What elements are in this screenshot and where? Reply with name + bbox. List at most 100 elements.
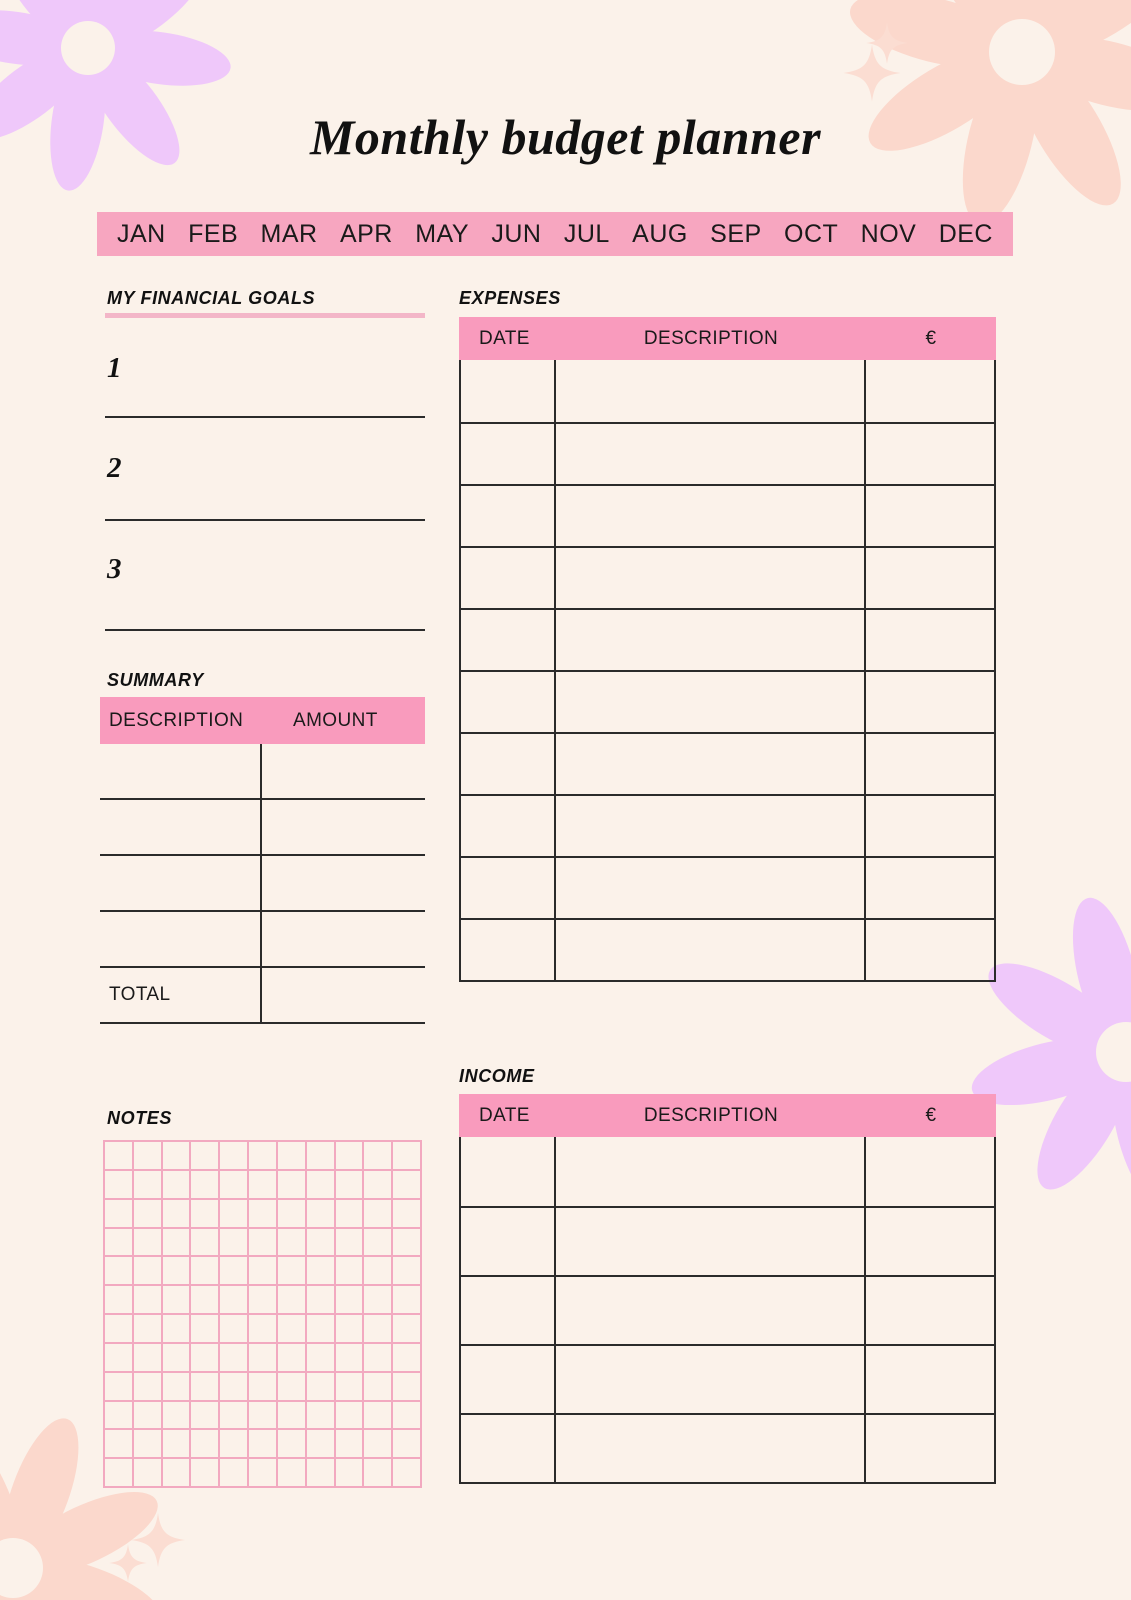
expenses-cell-amt[interactable] xyxy=(866,360,994,422)
notes-grid-cell[interactable] xyxy=(306,1199,336,1229)
expenses-row[interactable] xyxy=(461,608,994,670)
notes-grid-cell[interactable] xyxy=(105,1257,134,1287)
month-selector-bar[interactable]: JAN FEB MAR APR MAY JUN JUL AUG SEP OCT NOV DEC xyxy=(97,212,1013,256)
notes-grid-cell[interactable] xyxy=(277,1170,307,1200)
expenses-cell-amt[interactable] xyxy=(866,734,994,794)
notes-grid-cell[interactable] xyxy=(133,1315,163,1344)
notes-grid-cell[interactable] xyxy=(277,1459,307,1488)
notes-grid-cell[interactable] xyxy=(249,1286,278,1315)
notes-grid-cell[interactable] xyxy=(162,1286,192,1315)
income-cell-amt[interactable] xyxy=(866,1208,994,1275)
expenses-cell-date[interactable] xyxy=(461,360,556,422)
notes-grid-cell[interactable] xyxy=(393,1170,422,1200)
notes-grid-cell[interactable] xyxy=(191,1459,221,1488)
notes-grid-cell[interactable] xyxy=(249,1430,278,1460)
notes-grid-cell[interactable] xyxy=(364,1372,394,1402)
notes-grid-cell[interactable] xyxy=(306,1228,336,1258)
income-row[interactable] xyxy=(461,1275,994,1344)
notes-grid-cell[interactable] xyxy=(191,1343,221,1373)
notes-grid-cell[interactable] xyxy=(220,1142,250,1171)
notes-grid-cell[interactable] xyxy=(162,1343,192,1373)
summary-row[interactable]: TOTAL xyxy=(100,968,425,1024)
notes-grid-cell[interactable] xyxy=(335,1286,365,1315)
month-sep[interactable]: SEP xyxy=(710,219,762,248)
notes-grid-cell[interactable] xyxy=(335,1257,365,1287)
notes-grid-cell[interactable] xyxy=(277,1257,307,1287)
notes-grid-cell[interactable] xyxy=(335,1430,365,1460)
notes-grid-cell[interactable] xyxy=(133,1170,163,1200)
notes-grid-cell[interactable] xyxy=(191,1199,221,1229)
income-cell-date[interactable] xyxy=(461,1137,556,1206)
notes-grid-cell[interactable] xyxy=(364,1401,394,1431)
notes-grid-cell[interactable] xyxy=(364,1343,394,1373)
notes-grid-cell[interactable] xyxy=(105,1315,134,1344)
notes-grid-cell[interactable] xyxy=(249,1228,278,1258)
income-row[interactable] xyxy=(461,1206,994,1275)
income-cell-desc[interactable] xyxy=(556,1346,866,1413)
notes-grid-cell[interactable] xyxy=(105,1372,134,1402)
income-cell-desc[interactable] xyxy=(556,1277,866,1344)
notes-grid-cell[interactable] xyxy=(393,1343,422,1373)
notes-grid-cell[interactable] xyxy=(220,1286,250,1315)
notes-grid-cell[interactable] xyxy=(249,1401,278,1431)
notes-grid-cell[interactable] xyxy=(220,1401,250,1431)
expenses-cell-desc[interactable] xyxy=(556,486,866,546)
notes-grid-cell[interactable] xyxy=(220,1257,250,1287)
expenses-row[interactable] xyxy=(461,484,994,546)
notes-grid-cell[interactable] xyxy=(162,1228,192,1258)
income-cell-date[interactable] xyxy=(461,1346,556,1413)
notes-grid-cell[interactable] xyxy=(306,1343,336,1373)
summary-row[interactable] xyxy=(100,912,425,968)
notes-grid-cell[interactable] xyxy=(191,1228,221,1258)
notes-grid-cell[interactable] xyxy=(133,1228,163,1258)
notes-grid-cell[interactable] xyxy=(105,1459,134,1488)
notes-grid-cell[interactable] xyxy=(277,1401,307,1431)
notes-grid-cell[interactable] xyxy=(277,1286,307,1315)
notes-grid-cell[interactable] xyxy=(306,1170,336,1200)
income-row[interactable] xyxy=(461,1137,994,1206)
notes-grid-cell[interactable] xyxy=(249,1372,278,1402)
expenses-cell-amt[interactable] xyxy=(866,610,994,670)
notes-grid-cell[interactable] xyxy=(364,1228,394,1258)
notes-grid-cell[interactable] xyxy=(191,1430,221,1460)
notes-grid-cell[interactable] xyxy=(393,1142,422,1171)
notes-grid-cell[interactable] xyxy=(306,1315,336,1344)
notes-grid-cell[interactable] xyxy=(220,1228,250,1258)
notes-grid-cell[interactable] xyxy=(220,1459,250,1488)
expenses-cell-amt[interactable] xyxy=(866,548,994,608)
expenses-row[interactable] xyxy=(461,546,994,608)
notes-grid-cell[interactable] xyxy=(335,1170,365,1200)
notes-grid-cell[interactable] xyxy=(220,1430,250,1460)
notes-grid-cell[interactable] xyxy=(306,1401,336,1431)
notes-grid-cell[interactable] xyxy=(220,1315,250,1344)
month-oct[interactable]: OCT xyxy=(784,219,839,248)
notes-grid-cell[interactable] xyxy=(335,1199,365,1229)
notes-grid-cell[interactable] xyxy=(249,1257,278,1287)
notes-grid-cell[interactable] xyxy=(133,1372,163,1402)
month-aug[interactable]: AUG xyxy=(632,219,688,248)
notes-grid-cell[interactable] xyxy=(133,1257,163,1287)
notes-grid-cell[interactable] xyxy=(364,1142,394,1171)
expenses-row[interactable] xyxy=(461,670,994,732)
summary-row[interactable] xyxy=(100,744,425,800)
expenses-cell-desc[interactable] xyxy=(556,734,866,794)
notes-grid-cell[interactable] xyxy=(162,1430,192,1460)
expenses-cell-date[interactable] xyxy=(461,672,556,732)
expenses-cell-amt[interactable] xyxy=(866,672,994,732)
notes-grid-cell[interactable] xyxy=(249,1343,278,1373)
month-mar[interactable]: MAR xyxy=(260,219,318,248)
expenses-cell-desc[interactable] xyxy=(556,360,866,422)
notes-grid-cell[interactable] xyxy=(364,1459,394,1488)
notes-grid-cell[interactable] xyxy=(249,1170,278,1200)
notes-grid-cell[interactable] xyxy=(191,1142,221,1171)
notes-grid-cell[interactable] xyxy=(162,1142,192,1171)
notes-grid-cell[interactable] xyxy=(105,1170,134,1200)
notes-grid-cell[interactable] xyxy=(133,1430,163,1460)
month-jan[interactable]: JAN xyxy=(117,219,166,248)
income-cell-date[interactable] xyxy=(461,1415,556,1482)
notes-grid-cell[interactable] xyxy=(133,1286,163,1315)
income-row[interactable] xyxy=(461,1413,994,1482)
notes-grid-cell[interactable] xyxy=(335,1401,365,1431)
financial-goal-input-1[interactable] xyxy=(105,416,425,418)
expenses-cell-desc[interactable] xyxy=(556,920,866,980)
